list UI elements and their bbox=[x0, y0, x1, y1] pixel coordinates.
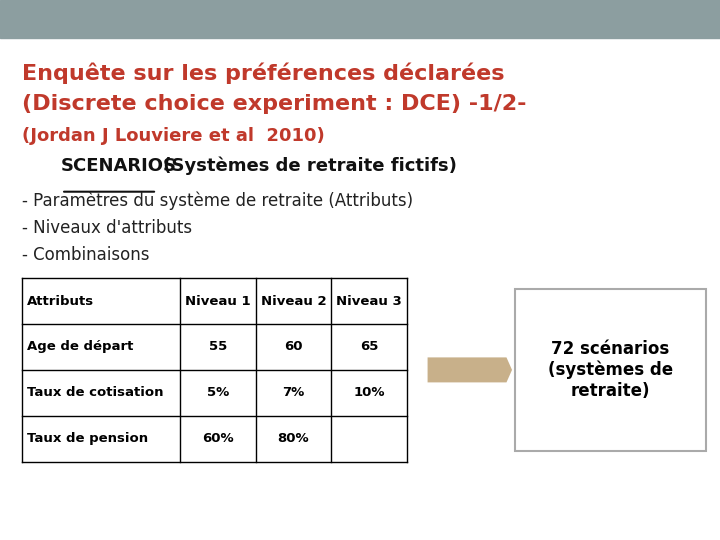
Text: Taux de pension: Taux de pension bbox=[27, 432, 148, 445]
Text: - Combinaisons: - Combinaisons bbox=[22, 246, 149, 264]
Text: 72 scénarios
(systèmes de
retraite): 72 scénarios (systèmes de retraite) bbox=[548, 340, 672, 400]
Text: (Jordan J Louviere et al  2010): (Jordan J Louviere et al 2010) bbox=[22, 127, 324, 145]
Text: Attributs: Attributs bbox=[27, 294, 94, 308]
Text: - Niveaux d'attributs: - Niveaux d'attributs bbox=[22, 219, 192, 237]
Text: 65: 65 bbox=[360, 340, 378, 354]
Text: Niveau 3: Niveau 3 bbox=[336, 294, 402, 308]
FancyBboxPatch shape bbox=[515, 289, 706, 451]
Text: 5%: 5% bbox=[207, 386, 229, 400]
Text: (Discrete choice experiment : DCE) -1/2-: (Discrete choice experiment : DCE) -1/2- bbox=[22, 94, 526, 114]
Text: 10%: 10% bbox=[354, 386, 384, 400]
Text: Niveau 1: Niveau 1 bbox=[185, 294, 251, 308]
Text: 60: 60 bbox=[284, 340, 302, 354]
Text: 55: 55 bbox=[209, 340, 227, 354]
Text: 80%: 80% bbox=[278, 432, 309, 445]
Text: Age de départ: Age de départ bbox=[27, 340, 133, 354]
Text: (Systèmes de retraite fictifs): (Systèmes de retraite fictifs) bbox=[157, 157, 456, 175]
Text: 7%: 7% bbox=[282, 386, 305, 400]
Text: Taux de cotisation: Taux de cotisation bbox=[27, 386, 163, 400]
Text: SCENARIOS: SCENARIOS bbox=[61, 157, 177, 174]
Text: Niveau 2: Niveau 2 bbox=[261, 294, 326, 308]
Text: 60%: 60% bbox=[202, 432, 233, 445]
Text: Enquête sur les préférences déclarées: Enquête sur les préférences déclarées bbox=[22, 62, 504, 84]
Text: - Paramètres du système de retraite (Attributs): - Paramètres du système de retraite (Att… bbox=[22, 192, 413, 210]
